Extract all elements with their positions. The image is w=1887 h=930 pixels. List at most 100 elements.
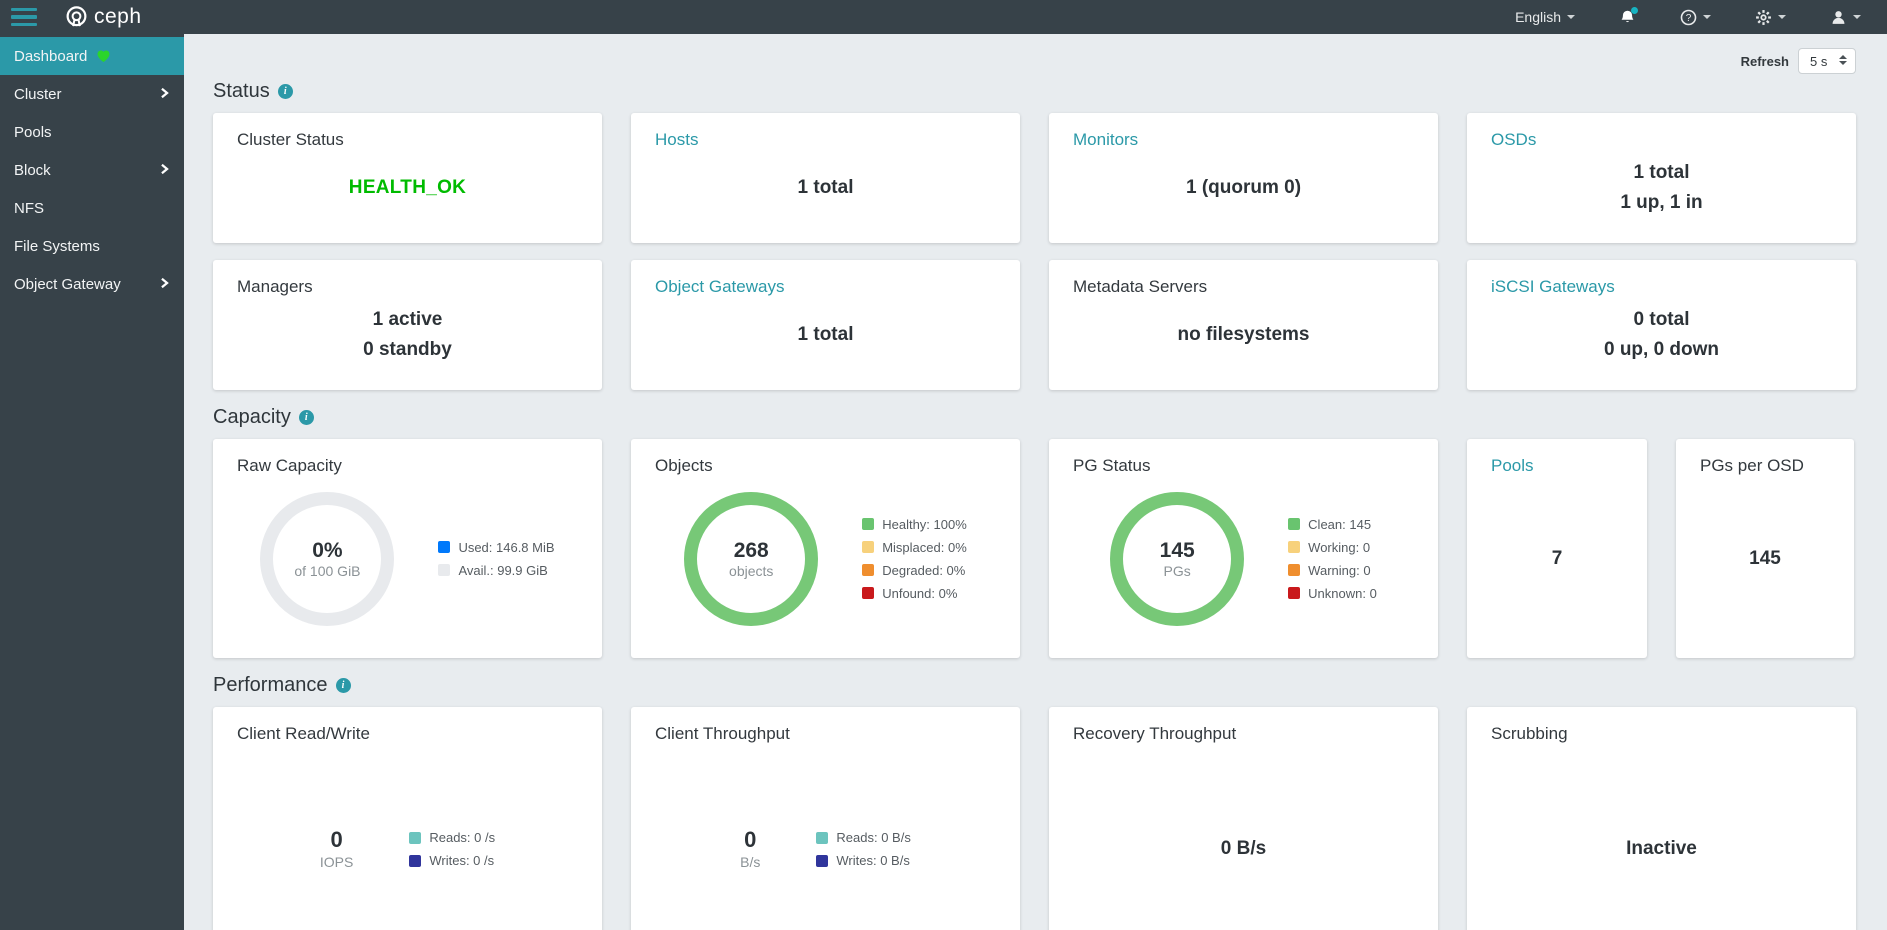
legend-item: Reads: 0 /s — [409, 830, 495, 845]
iscsi-gateways-link[interactable]: iSCSI Gateways — [1491, 277, 1832, 297]
cluster-health-value: HEALTH_OK — [349, 173, 466, 203]
section-title: Performance — [213, 674, 328, 697]
iscsi-total: 0 total — [1634, 305, 1690, 335]
question-circle-icon: ? — [1680, 9, 1697, 26]
sidebar-item-dashboard[interactable]: Dashboard — [0, 37, 184, 75]
legend-label: Writes: 0 B/s — [836, 853, 909, 868]
legend-item: Healthy: 100% — [862, 517, 967, 532]
donut-value: 145 — [1160, 539, 1195, 563]
raw-capacity-donut: 0% of 100 GiB — [260, 492, 394, 626]
legend-swatch — [409, 832, 421, 844]
chevron-right-icon — [159, 163, 170, 175]
card-title: Objects — [655, 456, 996, 476]
legend-item: Reads: 0 B/s — [816, 830, 910, 845]
legend-label: Clean: 145 — [1308, 517, 1371, 532]
legend-label: Healthy: 100% — [882, 517, 967, 532]
dashboard-content: Refresh 5 s Status i Cluster Status HEAL… — [184, 0, 1887, 930]
legend-label: Warning: 0 — [1308, 563, 1370, 578]
capacity-card-grid: Raw Capacity 0% of 100 GiB Used: 146.8 M… — [213, 439, 1856, 658]
sidebar-item-label: Block — [14, 162, 51, 179]
legend-swatch — [862, 564, 874, 576]
donut-sub: PGs — [1164, 563, 1191, 579]
svg-text:?: ? — [1686, 13, 1692, 24]
refresh-label: Refresh — [1741, 54, 1789, 69]
info-icon[interactable]: i — [278, 84, 293, 99]
cluster-status-card: Cluster Status HEALTH_OK — [213, 113, 602, 243]
card-title: Managers — [237, 277, 578, 297]
osds-up-in: 1 up, 1 in — [1620, 188, 1702, 218]
language-dropdown[interactable]: English — [1515, 9, 1575, 25]
pg-status-donut: 145 PGs — [1110, 492, 1244, 626]
client-read-write-card: Client Read/Write 0 IOPS Reads: 0 /s Wri… — [213, 707, 602, 930]
pg-status-legend: Clean: 145 Working: 0 Warning: 0 Unknown… — [1288, 513, 1377, 605]
legend-swatch — [816, 832, 828, 844]
recovery-throughput-value: 0 B/s — [1221, 834, 1266, 864]
objects-card: Objects 268 objects Healthy: 100% Mispla… — [631, 439, 1020, 658]
client-throughput-card: Client Throughput 0 B/s Reads: 0 B/s Wri… — [631, 707, 1020, 930]
sidebar-item-pools[interactable]: Pools — [0, 113, 184, 151]
iscsi-gateways-card: iSCSI Gateways 0 total 0 up, 0 down — [1467, 260, 1856, 390]
legend-label: Used: 146.8 MiB — [458, 540, 554, 555]
card-title: PG Status — [1073, 456, 1414, 476]
objects-donut: 268 objects — [684, 492, 818, 626]
select-arrows-icon — [1839, 55, 1847, 65]
pools-card: Pools 7 — [1467, 439, 1647, 658]
legend-label: Degraded: 0% — [882, 563, 965, 578]
caret-down-icon — [1778, 15, 1786, 19]
pools-value: 7 — [1552, 544, 1563, 574]
legend-label: Reads: 0 /s — [429, 830, 495, 845]
pools-link[interactable]: Pools — [1491, 456, 1623, 476]
object-gateways-link[interactable]: Object Gateways — [655, 277, 996, 297]
sidebar-item-nfs[interactable]: NFS — [0, 189, 184, 227]
object-gateways-card: Object Gateways 1 total — [631, 260, 1020, 390]
hosts-link[interactable]: Hosts — [655, 130, 996, 150]
gear-icon — [1755, 9, 1772, 26]
monitors-link[interactable]: Monitors — [1073, 130, 1414, 150]
refresh-interval-select[interactable]: 5 s — [1798, 48, 1856, 74]
ceph-brand[interactable]: ceph — [63, 4, 142, 31]
hamburger-menu-icon[interactable] — [11, 8, 37, 26]
sidebar-item-block[interactable]: Block — [0, 151, 184, 189]
info-icon[interactable]: i — [336, 678, 351, 693]
legend-swatch — [438, 541, 450, 553]
user-dropdown[interactable] — [1830, 9, 1861, 26]
notifications-button[interactable] — [1619, 9, 1636, 26]
sidebar-item-cluster[interactable]: Cluster — [0, 75, 184, 113]
client-throughput-value: 0 — [744, 828, 756, 852]
metadata-servers-card: Metadata Servers no filesystems — [1049, 260, 1438, 390]
help-dropdown[interactable]: ? — [1680, 9, 1711, 26]
refresh-toolbar: Refresh 5 s — [213, 48, 1856, 74]
legend-swatch — [438, 564, 450, 576]
section-title: Capacity — [213, 406, 291, 429]
client-iops-value: 0 — [330, 828, 342, 852]
hosts-card: Hosts 1 total — [631, 113, 1020, 243]
health-heart-icon — [96, 49, 111, 63]
sidebar-item-file-systems[interactable]: File Systems — [0, 227, 184, 265]
legend-label: Avail.: 99.9 GiB — [458, 563, 547, 578]
legend-item: Used: 146.8 MiB — [438, 540, 554, 555]
status-card-grid: Cluster Status HEALTH_OK Hosts 1 total M… — [213, 113, 1856, 390]
card-title: Client Throughput — [655, 724, 996, 744]
donut-sub: objects — [729, 563, 773, 579]
settings-dropdown[interactable] — [1755, 9, 1786, 26]
info-icon[interactable]: i — [299, 410, 314, 425]
brand-name: ceph — [94, 5, 142, 29]
legend-label: Working: 0 — [1308, 540, 1370, 555]
card-title: PGs per OSD — [1700, 456, 1830, 476]
legend-item: Unknown: 0 — [1288, 586, 1377, 601]
legend-swatch — [1288, 564, 1300, 576]
card-title: Cluster Status — [237, 130, 578, 150]
donut-sub: of 100 GiB — [294, 563, 360, 579]
card-title: Metadata Servers — [1073, 277, 1414, 297]
osds-link[interactable]: OSDs — [1491, 130, 1832, 150]
refresh-interval-value: 5 s — [1810, 54, 1827, 69]
ceph-logo-icon — [63, 4, 90, 31]
legend-label: Unknown: 0 — [1308, 586, 1377, 601]
donut-value: 268 — [734, 539, 769, 563]
caret-down-icon — [1853, 15, 1861, 19]
hosts-value: 1 total — [798, 173, 854, 203]
object-gateways-value: 1 total — [798, 320, 854, 350]
performance-card-grid: Client Read/Write 0 IOPS Reads: 0 /s Wri… — [213, 707, 1856, 930]
sidebar-item-object-gateway[interactable]: Object Gateway — [0, 265, 184, 303]
user-icon — [1830, 9, 1847, 26]
